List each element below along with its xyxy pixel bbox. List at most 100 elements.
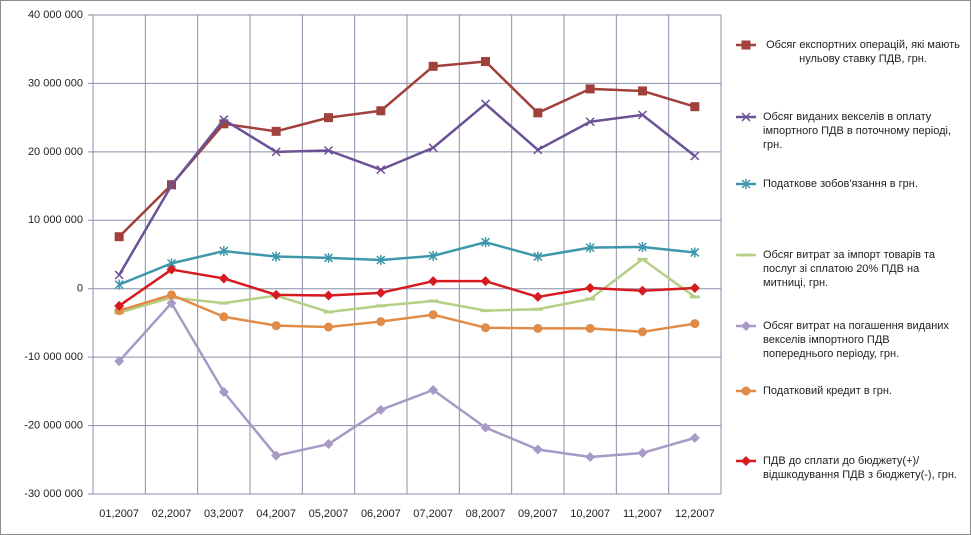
marker <box>271 450 282 461</box>
legend-entry: Обсяг виданих векселів в оплату імпортно… <box>763 111 951 151</box>
x-tick-label: 08,2007 <box>466 508 506 520</box>
marker <box>637 447 648 458</box>
x-tick-label: 12,2007 <box>675 508 715 520</box>
marker <box>637 110 648 120</box>
marker <box>637 285 648 296</box>
marker <box>585 242 595 253</box>
x-tick-label: 01,2007 <box>99 508 139 520</box>
marker <box>638 86 647 96</box>
marker <box>323 290 334 301</box>
x-tick-label: 09,2007 <box>518 508 558 520</box>
marker <box>585 84 595 94</box>
series-line <box>118 60 696 238</box>
marker <box>219 119 229 129</box>
marker <box>114 232 124 242</box>
marker <box>375 287 386 298</box>
marker <box>219 115 229 125</box>
y-tick-label: -10 000 000 <box>24 351 83 363</box>
marker <box>166 180 177 190</box>
marker <box>428 384 439 395</box>
marker <box>533 323 543 333</box>
legend-entry: Обсяг витрат за імпорт товарів та послуг… <box>763 249 936 289</box>
marker <box>741 179 751 189</box>
marker <box>741 456 751 466</box>
marker <box>324 322 333 332</box>
marker <box>428 143 438 153</box>
marker <box>375 404 386 415</box>
marker <box>271 126 281 136</box>
marker <box>219 246 229 257</box>
marker <box>480 99 491 109</box>
series-line <box>118 258 696 314</box>
marker <box>637 241 648 252</box>
marker <box>376 165 386 175</box>
marker <box>428 61 438 71</box>
marker <box>533 145 543 155</box>
marker <box>585 323 595 333</box>
marker <box>114 270 124 280</box>
marker <box>638 327 647 337</box>
x-tick-label: 06,2007 <box>361 508 401 520</box>
marker <box>218 387 229 398</box>
x-tick-label: 05,2007 <box>309 508 349 520</box>
series-line <box>118 293 696 334</box>
marker <box>585 117 595 127</box>
marker <box>271 251 281 262</box>
marker <box>114 300 125 311</box>
marker <box>481 57 490 67</box>
marker <box>741 40 751 50</box>
marker <box>532 444 543 455</box>
marker <box>219 312 229 322</box>
x-tick-label: 11,2007 <box>623 508 662 520</box>
marker <box>690 102 700 112</box>
x-tick-label: 10,2007 <box>570 508 610 520</box>
marker <box>167 290 176 300</box>
series-line <box>118 301 696 459</box>
y-tick-label: -20 000 000 <box>24 419 83 431</box>
x-tick-label: 03,2007 <box>204 508 244 520</box>
series-line <box>118 240 695 286</box>
y-tick-label: 20 000 000 <box>28 146 83 158</box>
marker <box>689 432 700 443</box>
marker <box>271 289 282 300</box>
marker <box>324 113 333 123</box>
marker <box>323 145 334 156</box>
marker <box>323 439 334 450</box>
marker <box>533 108 543 118</box>
marker <box>166 264 177 275</box>
marker <box>428 276 439 287</box>
marker <box>166 298 177 309</box>
marker <box>741 321 751 331</box>
marker <box>689 283 700 294</box>
marker <box>532 291 543 302</box>
marker <box>376 317 386 327</box>
x-tick-label: 07,2007 <box>413 508 453 520</box>
series-line <box>118 268 695 307</box>
marker <box>481 323 490 333</box>
series-line <box>118 102 696 276</box>
y-tick-label: 10 000 000 <box>28 214 83 226</box>
legend-entry: Податковий кредит в грн. <box>763 385 892 397</box>
legend-entry: Обсяг витрат на погашення виданих вексел… <box>763 320 949 360</box>
marker <box>480 422 491 433</box>
marker <box>428 310 438 320</box>
marker <box>323 252 334 263</box>
legend-entry: ПДВ до сплати до бюджету(+)/відшкодуванн… <box>763 455 957 481</box>
marker <box>218 273 229 284</box>
marker <box>271 321 281 331</box>
marker <box>585 452 596 463</box>
marker <box>114 356 125 367</box>
marker <box>690 151 700 161</box>
marker <box>741 112 751 122</box>
y-tick-label: 40 000 000 <box>28 9 83 21</box>
x-tick-label: 02,2007 <box>152 508 192 520</box>
legend-entry: Обсяг експортних операцій, які мають нул… <box>766 39 960 65</box>
marker <box>376 254 386 265</box>
marker <box>480 237 491 248</box>
marker <box>690 319 700 329</box>
marker <box>376 106 386 116</box>
marker <box>690 247 700 258</box>
marker <box>428 250 438 261</box>
